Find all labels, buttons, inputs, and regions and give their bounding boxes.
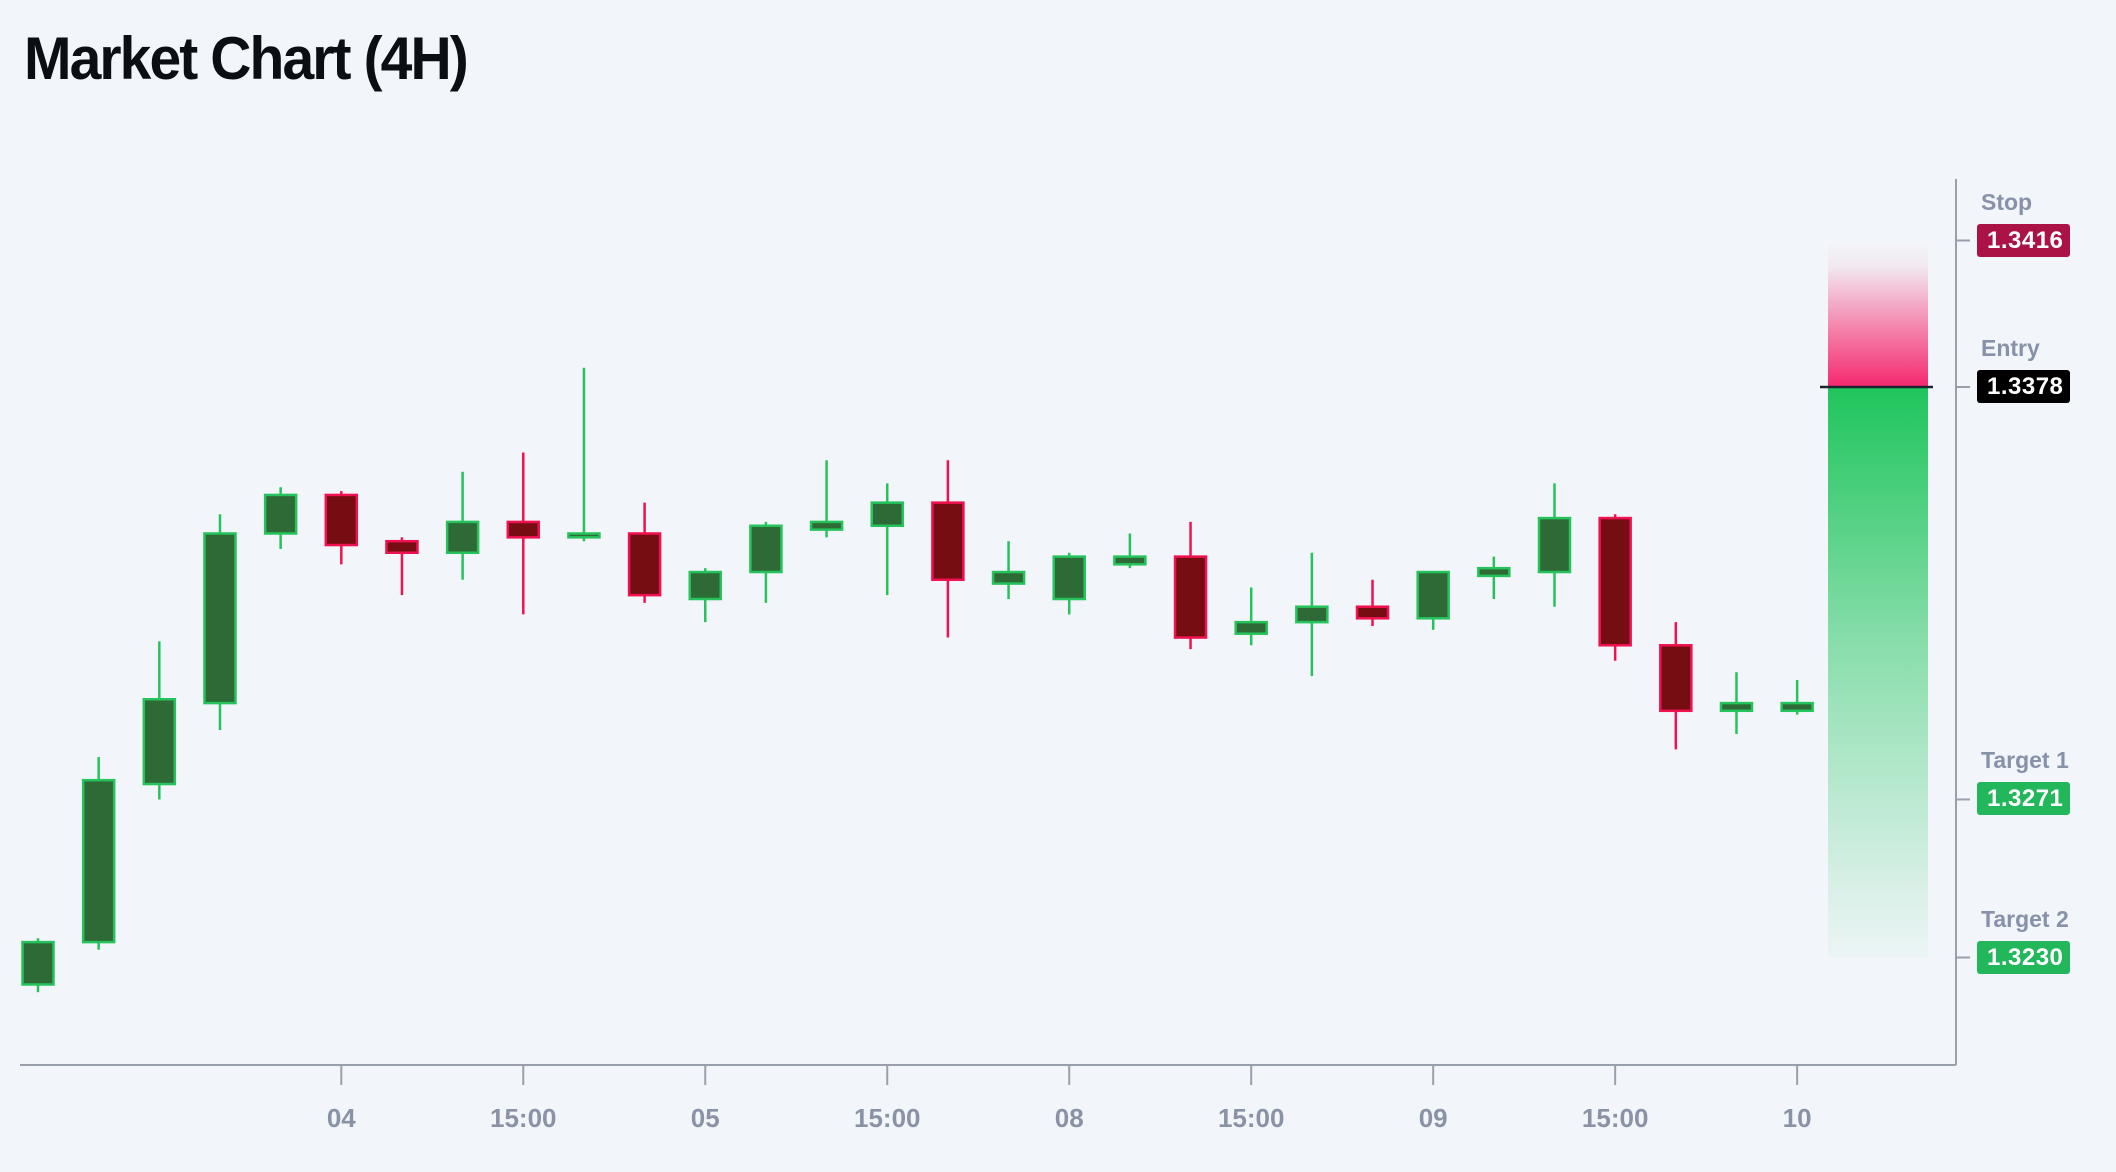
axes: 04 15:00 05 15:00 08 15:00 09 15:00 10 [20, 179, 1970, 1133]
candle-bullish [809, 460, 844, 538]
candle-bullish [1295, 552, 1329, 677]
candle-bearish [931, 460, 965, 638]
entry-level: Entry 1.3378 [1977, 336, 2097, 403]
candle-body [21, 940, 55, 986]
candle-bullish [688, 568, 723, 623]
candle-bullish [21, 938, 55, 993]
candle-body [627, 532, 662, 597]
candle-body [263, 493, 298, 535]
candle-body [1355, 605, 1390, 620]
target1-level-label: Target 1 [1981, 747, 2069, 774]
candle-bearish [627, 502, 662, 603]
target1-price-badge: 1.3271 [1977, 782, 2070, 816]
candle-body [1719, 701, 1754, 713]
candle-body [81, 778, 116, 944]
x-axis-tick-label: 15:00 [1218, 1103, 1285, 1133]
candle-bearish [324, 491, 359, 565]
candle-body [1052, 555, 1086, 601]
candle-body [931, 501, 965, 581]
candle-body [1598, 516, 1632, 647]
x-axis-tick-label: 15:00 [854, 1103, 921, 1133]
candle-bullish [567, 367, 601, 542]
target2-level: Target 2 1.3230 [1977, 907, 2097, 974]
candle-bullish [1416, 570, 1450, 630]
risk-reward-zones [1820, 240, 1933, 958]
candle-bullish [991, 541, 1026, 600]
candle-bearish [506, 452, 541, 615]
candle-body [567, 532, 601, 539]
candle-body [1113, 555, 1147, 566]
stop-level: Stop 1.3416 [1977, 190, 2097, 257]
candle-bearish [1659, 622, 1693, 750]
candle-bearish [1355, 579, 1390, 626]
reward-zone [1828, 387, 1928, 958]
candle-body [324, 493, 359, 547]
x-axis-tick-label: 08 [1055, 1103, 1084, 1133]
x-axis-tick-label: 05 [691, 1103, 720, 1133]
stop-level-label: Stop [1981, 188, 2033, 215]
candle-body [385, 539, 419, 555]
x-axis-tick-label: 15:00 [490, 1103, 557, 1133]
candle-body [1780, 701, 1814, 713]
target1-level: Target 1 1.3271 [1977, 747, 2097, 816]
candle-bullish [1477, 556, 1511, 600]
x-axis-tick-label: 10 [1783, 1103, 1812, 1133]
candle-body [749, 524, 783, 574]
candle-body [445, 520, 480, 555]
candle-bullish [1113, 533, 1147, 569]
risk-zone [1828, 240, 1928, 387]
candle-body [991, 570, 1026, 585]
candle-body [506, 520, 541, 539]
candle-bullish [1780, 679, 1814, 715]
target2-level-label: Target 2 [1981, 905, 2069, 932]
candle-bullish [1234, 587, 1268, 646]
candle-bullish [870, 483, 904, 596]
stop-price-badge: 1.3416 [1977, 223, 2070, 257]
candle-body [1295, 605, 1329, 624]
candle-body [688, 570, 723, 601]
candle-body [1477, 566, 1511, 578]
candle-bullish [203, 514, 237, 731]
candle-body [1234, 620, 1268, 635]
candle-body [203, 532, 237, 705]
candle-bullish [81, 757, 116, 950]
candle-bullish [749, 521, 783, 603]
candle-body [142, 697, 177, 786]
candle-bullish [142, 641, 177, 800]
entry-price-badge: 1.3378 [1977, 370, 2070, 403]
candle-bullish [1719, 672, 1754, 734]
candle-bearish [385, 537, 419, 596]
x-axis-tick-label: 09 [1419, 1103, 1448, 1133]
candle-body [870, 501, 904, 528]
x-axis-tick-label: 04 [327, 1103, 356, 1133]
candle-body [1173, 555, 1208, 639]
candle-body [1416, 570, 1450, 620]
x-axis-tick-label: 15:00 [1582, 1103, 1649, 1133]
entry-level-label: Entry [1981, 335, 2040, 361]
target2-price-badge: 1.3230 [1977, 940, 2070, 974]
candle-bullish [445, 471, 480, 580]
candle-bearish [1598, 514, 1632, 661]
candle-body [1537, 516, 1572, 574]
candle-body [809, 520, 844, 531]
candle-bullish [1537, 483, 1572, 607]
chart-title: Market Chart (4H) [24, 25, 469, 92]
candle-body [1659, 644, 1693, 713]
candle-bullish [1052, 552, 1086, 615]
candle-bearish [1173, 521, 1208, 650]
candles-group [21, 367, 1814, 993]
candle-bullish [263, 487, 298, 549]
